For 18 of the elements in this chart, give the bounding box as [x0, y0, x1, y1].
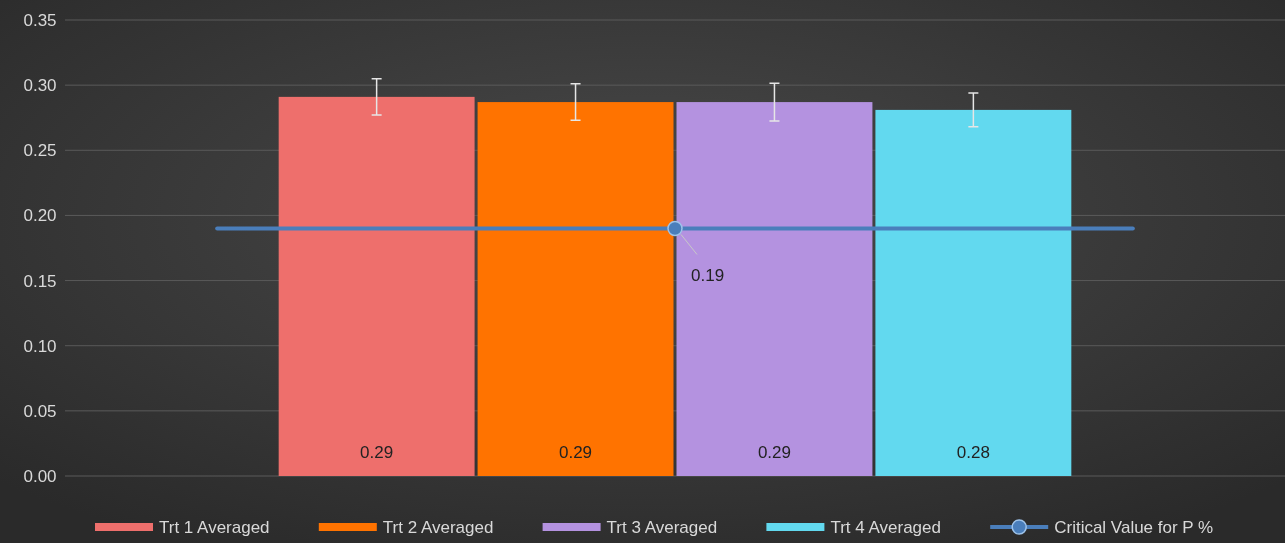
data-label: 0.28: [956, 443, 990, 462]
legend-label: Critical Value for P %: [1054, 518, 1214, 537]
annotation: 0.19: [691, 266, 725, 286]
y-tick-label: 0.30: [23, 76, 57, 96]
y-tick-label: 0.05: [23, 401, 57, 421]
y-tick-label: 0.15: [23, 271, 57, 291]
data-label: 0.29: [757, 443, 791, 462]
legend-label: Trt 3 Averaged: [606, 518, 718, 537]
y-tick-label: 0.00: [23, 467, 57, 486]
y-tick-label: 0.25: [23, 141, 57, 161]
y-tick-label: 0.20: [23, 206, 57, 226]
legend-label: Trt 2 Averaged: [382, 518, 494, 537]
legend-label: Trt 4 Averaged: [830, 518, 941, 537]
y-tick-label: 0.35: [23, 11, 57, 30]
data-label: 0.29: [559, 443, 593, 462]
data-label: 0.29: [360, 443, 394, 462]
legend-label: Trt 1 Averaged: [159, 518, 270, 537]
y-tick-label: 0.10: [23, 336, 57, 356]
